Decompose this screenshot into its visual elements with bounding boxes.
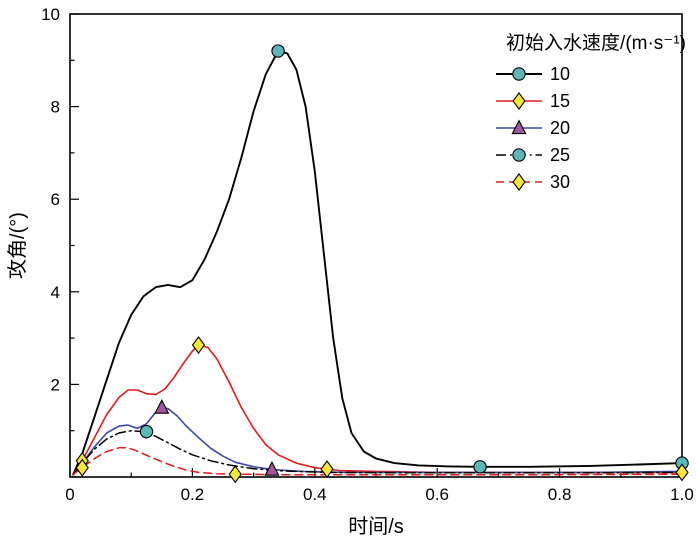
series-marker-15 bbox=[675, 463, 689, 482]
x-tick-label: 0.2 bbox=[181, 485, 205, 504]
x-tick-label: 0.8 bbox=[548, 485, 572, 504]
y-tick-label: 6 bbox=[51, 190, 60, 209]
y-tick-label: 10 bbox=[41, 5, 60, 24]
series-marker-10 bbox=[271, 44, 285, 58]
series-marker-25 bbox=[139, 424, 154, 439]
legend-marker-25 bbox=[512, 148, 526, 162]
series-marker-15 bbox=[320, 460, 334, 479]
series-marker-10 bbox=[473, 460, 487, 474]
legend-marker-15 bbox=[512, 92, 526, 110]
series-line-30 bbox=[72, 447, 683, 476]
x-tick-label: 0.6 bbox=[425, 485, 449, 504]
legend-marker-30 bbox=[512, 173, 526, 191]
x-tick-label: 0 bbox=[65, 485, 74, 504]
legend-label-15: 15 bbox=[550, 91, 570, 111]
y-tick-label: 2 bbox=[51, 375, 60, 394]
series-line-15 bbox=[72, 344, 683, 476]
series-marker-30 bbox=[228, 465, 242, 484]
legend-label-20: 20 bbox=[550, 118, 570, 138]
x-tick-label: 0.4 bbox=[303, 485, 327, 504]
x-tick-label: 1.0 bbox=[670, 485, 694, 504]
plot-border bbox=[69, 13, 683, 478]
legend-title: 初始入水速度/(m·s⁻¹) bbox=[506, 32, 686, 54]
legend-marker-10 bbox=[512, 67, 526, 81]
legend-label-10: 10 bbox=[550, 64, 570, 84]
series-line-25 bbox=[72, 429, 683, 476]
series-marker-20 bbox=[154, 398, 170, 414]
series-marker-15 bbox=[191, 336, 206, 355]
legend-label-25: 25 bbox=[550, 145, 570, 165]
legend-label-30: 30 bbox=[550, 172, 570, 192]
y-axis-title: 攻角/(°) bbox=[6, 212, 29, 279]
y-tick-label: 4 bbox=[51, 283, 60, 302]
series-marker-20 bbox=[264, 461, 280, 476]
legend-marker-20 bbox=[511, 119, 527, 135]
series-marker-30 bbox=[75, 458, 89, 477]
x-axis-title: 时间/s bbox=[348, 515, 404, 538]
y-tick-label: 8 bbox=[51, 98, 60, 117]
